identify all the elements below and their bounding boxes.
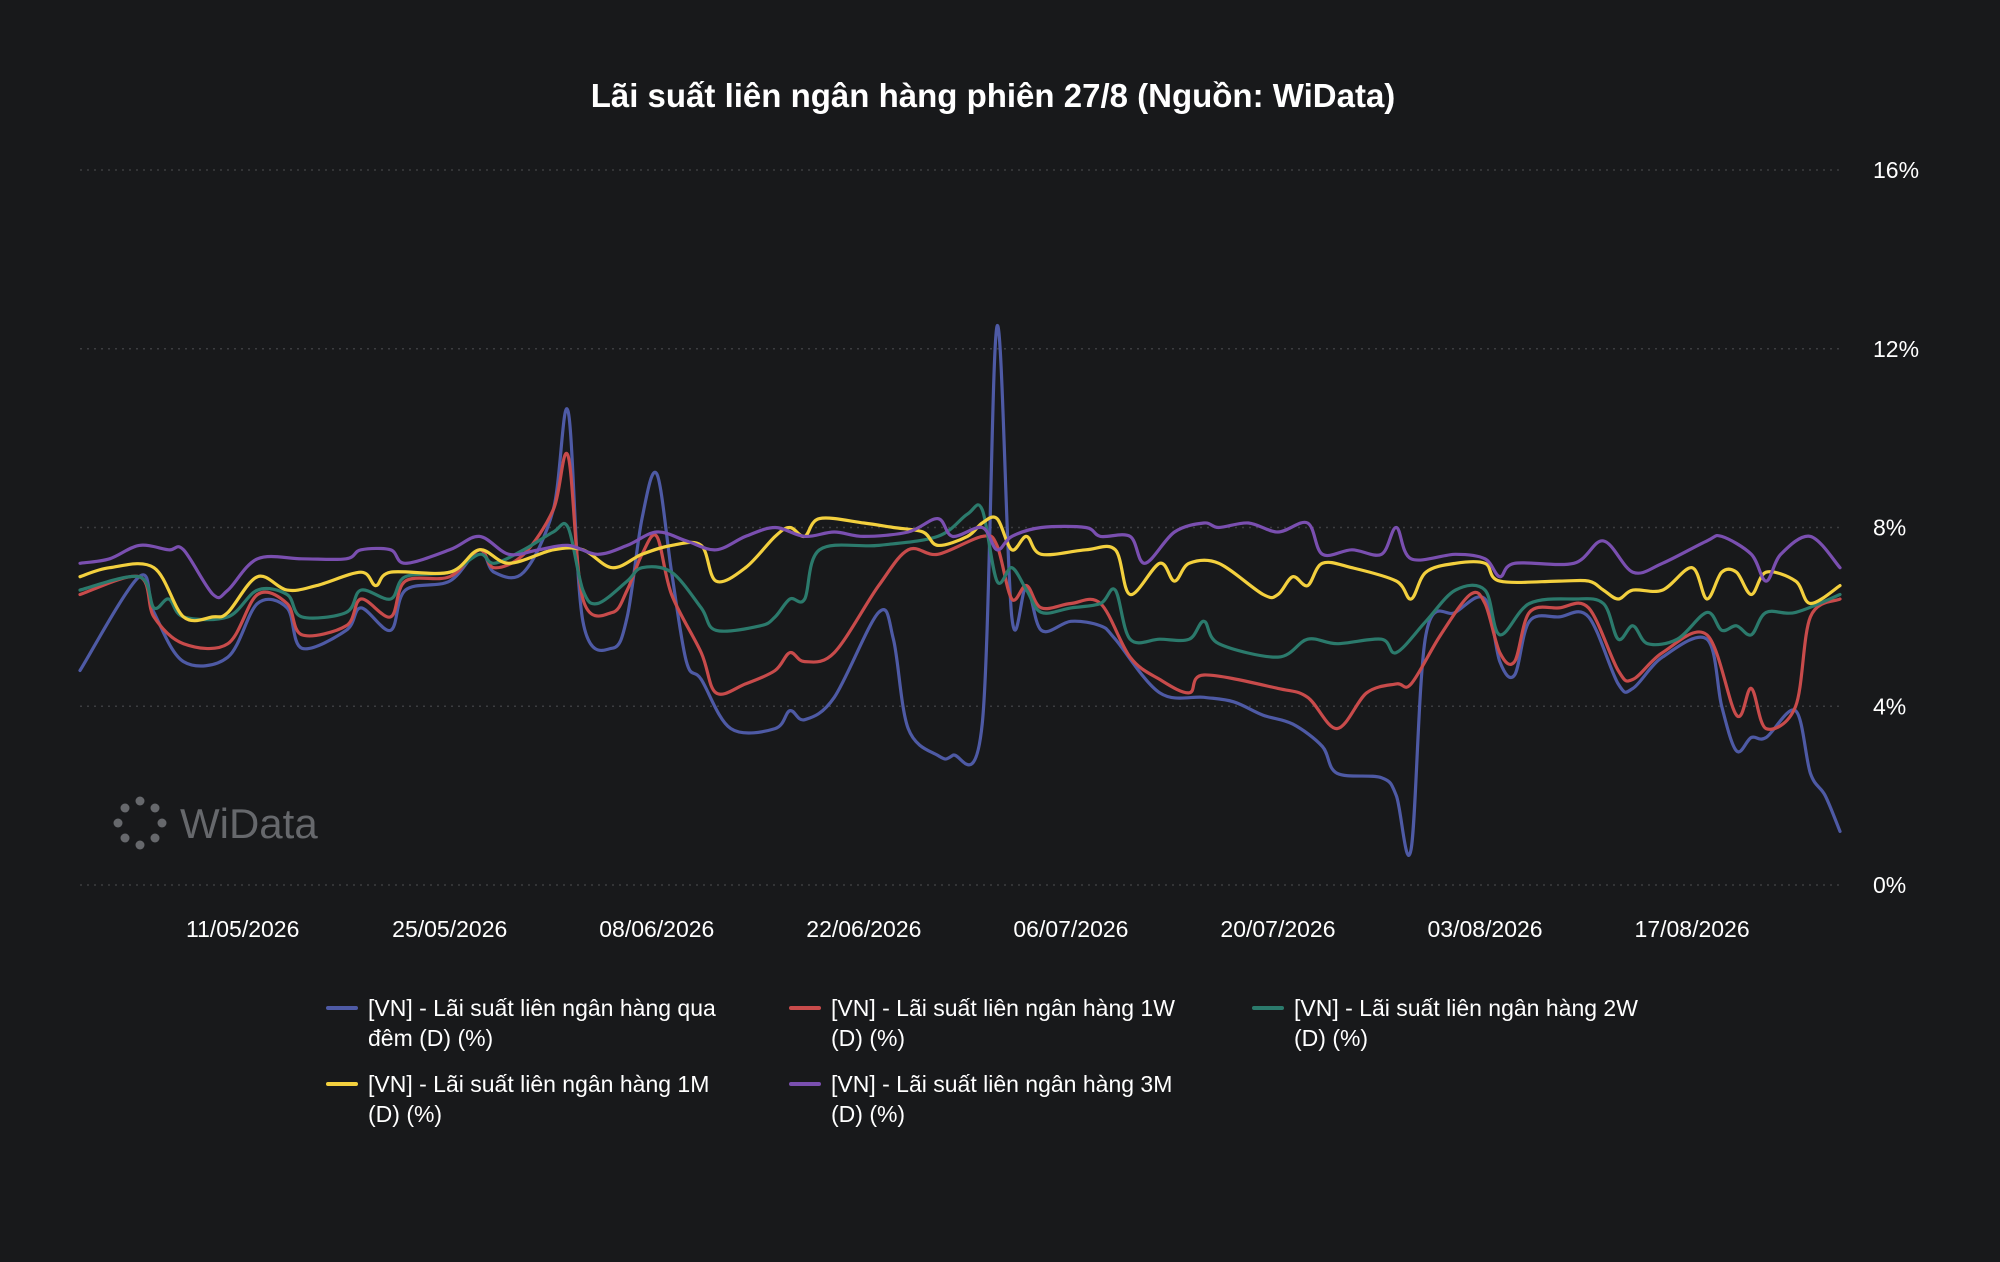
y-tick-label: 16% xyxy=(1873,157,1919,183)
legend-label: (D) (%) xyxy=(1294,1025,1368,1051)
legend-item-1[interactable]: [VN] - Lãi suất liên ngân hàng qua đêm (D… xyxy=(326,995,716,1051)
legend-label: [VN] - Lãi suất liên ngân hàng qua xyxy=(368,995,716,1021)
watermark-text: WiData xyxy=(180,800,318,847)
legend-item-3[interactable]: [VN] - Lãi suất liên ngân hàng 2W (D) (%) xyxy=(1252,995,1638,1051)
legend-label: (D) (%) xyxy=(831,1101,905,1127)
x-tick-label: 20/07/2026 xyxy=(1220,916,1335,942)
widata-watermark: WiData xyxy=(113,796,318,850)
x-tick-label: 17/08/2026 xyxy=(1635,916,1750,942)
watermark-logo-dot xyxy=(135,796,145,806)
series-line-2 xyxy=(78,451,1842,731)
watermark-logo-dot xyxy=(150,833,160,843)
legend-item-4[interactable]: [VN] - Lãi suất liên ngân hàng 1M (D) (%) xyxy=(326,1071,709,1127)
series-line-4 xyxy=(78,515,1842,623)
grid xyxy=(80,169,1840,886)
y-tick-label: 0% xyxy=(1873,872,1906,898)
chart-title: Lãi suất liên ngân hàng phiên 27/8 (Nguồ… xyxy=(591,77,1396,114)
x-tick-label: 08/06/2026 xyxy=(599,916,714,942)
y-tick-label: 4% xyxy=(1873,693,1906,719)
series-lines xyxy=(78,324,1842,857)
y-axis-ticks: 0% 4% 8% 12% 16% xyxy=(1873,157,1919,898)
watermark-logo-dot xyxy=(135,840,145,850)
x-tick-label: 03/08/2026 xyxy=(1427,916,1542,942)
series-line-5 xyxy=(78,517,1842,600)
legend-label: [VN] - Lãi suất liên ngân hàng 2W xyxy=(1294,995,1638,1021)
legend-label: [VN] - Lãi suất liên ngân hàng 3M xyxy=(831,1071,1172,1097)
legend-label: [VN] - Lãi suất liên ngân hàng 1W xyxy=(831,995,1175,1021)
legend-item-2[interactable]: [VN] - Lãi suất liên ngân hàng 1W (D) (%) xyxy=(789,995,1175,1051)
watermark-logo-dot xyxy=(113,818,123,828)
watermark-logo-dot xyxy=(120,803,130,813)
legend-label: (D) (%) xyxy=(831,1025,905,1051)
watermark-logo-dot xyxy=(150,803,160,813)
series-line-1 xyxy=(78,324,1842,857)
watermark-logo-dot xyxy=(157,818,167,828)
x-tick-label: 22/06/2026 xyxy=(806,916,921,942)
x-tick-label: 06/07/2026 xyxy=(1013,916,1128,942)
y-tick-label: 8% xyxy=(1873,515,1906,541)
legend-label: (D) (%) xyxy=(368,1101,442,1127)
x-axis-ticks: 11/05/2026 25/05/2026 08/06/2026 22/06/2026… xyxy=(186,916,1750,942)
legend-label: [VN] - Lãi suất liên ngân hàng 1M xyxy=(368,1071,709,1097)
watermark-logo-dot xyxy=(120,833,130,843)
x-tick-label: 25/05/2026 xyxy=(392,916,507,942)
series-line-3 xyxy=(78,503,1842,659)
legend-item-5[interactable]: [VN] - Lãi suất liên ngân hàng 3M (D) (%) xyxy=(789,1071,1172,1127)
x-tick-label: 11/05/2026 xyxy=(186,916,299,942)
legend-label: đêm (D) (%) xyxy=(368,1025,493,1051)
legend: [VN] - Lãi suất liên ngân hàng qua đêm (D… xyxy=(326,995,1638,1127)
y-tick-label: 12% xyxy=(1873,336,1919,362)
